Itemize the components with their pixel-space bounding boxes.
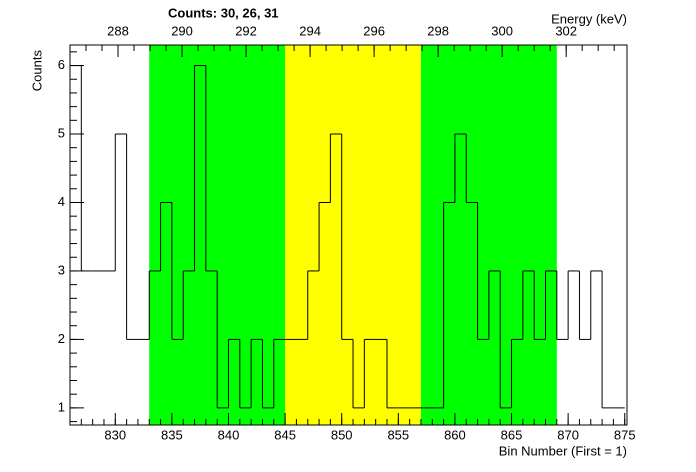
x2-axis-label: Energy (keV)	[551, 11, 627, 26]
x-tick-label: 830	[104, 427, 126, 442]
x-tick-label: 835	[161, 427, 183, 442]
x2-tick-label: 288	[107, 23, 129, 38]
x-tick-label: 870	[557, 427, 579, 442]
y-tick-label: 1	[58, 399, 65, 414]
chart-title: Counts: 30, 26, 31	[168, 5, 279, 20]
x-tick-label: 850	[331, 427, 353, 442]
x-tick-label: 840	[218, 427, 240, 442]
x2-tick-label: 300	[491, 23, 513, 38]
y-tick-label: 5	[58, 125, 65, 140]
x-tick-label: 875	[614, 427, 636, 442]
y-tick-label: 3	[58, 262, 65, 277]
y-tick-label: 2	[58, 331, 65, 346]
x-tick-label: 855	[387, 427, 409, 442]
x-tick-label: 845	[274, 427, 296, 442]
y-tick-label: 4	[58, 194, 65, 209]
x2-tick-label: 292	[235, 23, 257, 38]
y-tick-label: 6	[58, 57, 65, 72]
x-axis-label: Bin Number (First = 1)	[499, 443, 627, 458]
region	[420, 45, 557, 425]
x-tick-label: 865	[501, 427, 523, 442]
x2-tick-label: 290	[171, 23, 193, 38]
x-tick-label: 860	[444, 427, 466, 442]
plot-frame	[69, 44, 628, 426]
x2-tick-label: 302	[555, 23, 577, 38]
x2-tick-label: 298	[427, 23, 449, 38]
x2-tick-label: 296	[363, 23, 385, 38]
y-axis-label: Counts	[29, 50, 44, 92]
x2-tick-label: 294	[299, 23, 321, 38]
